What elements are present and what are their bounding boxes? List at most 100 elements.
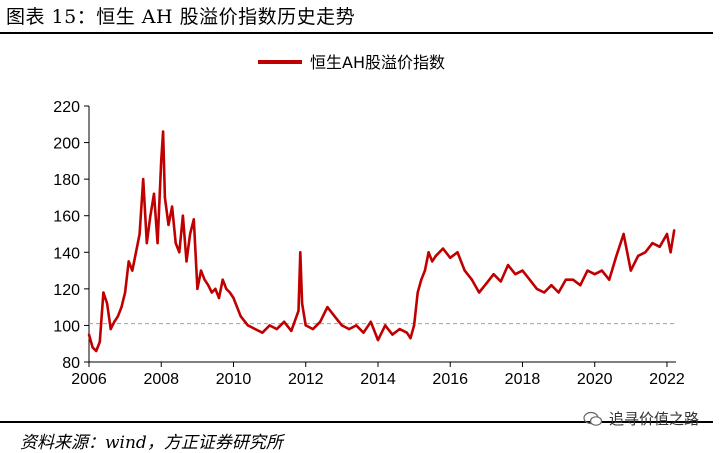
chart-title: 图表 15：恒生 AH 股溢价指数历史走势	[6, 6, 356, 28]
data-point	[347, 327, 351, 331]
data-point	[506, 263, 510, 267]
data-point	[398, 327, 401, 331]
y-tick-label: 200	[53, 136, 80, 153]
data-point	[196, 287, 199, 291]
series-line	[87, 130, 676, 353]
data-point	[102, 291, 105, 294]
data-point	[326, 305, 329, 309]
data-point	[207, 284, 210, 287]
data-point	[528, 278, 531, 281]
data-point	[333, 315, 336, 318]
data-point	[477, 291, 481, 294]
data-point	[669, 251, 672, 254]
data-point	[160, 159, 163, 163]
data-point	[384, 324, 387, 327]
data-point	[441, 247, 445, 250]
data-point	[362, 331, 365, 334]
data-point	[131, 269, 134, 272]
data-point	[170, 205, 174, 208]
top-rule	[0, 32, 713, 34]
data-point	[355, 324, 358, 327]
data-point	[167, 223, 170, 227]
data-point	[626, 251, 629, 254]
x-tick-label: 2022	[649, 371, 685, 388]
data-point	[412, 324, 416, 327]
data-point	[311, 327, 315, 331]
y-tick-label: 100	[53, 318, 80, 335]
data-point	[300, 302, 304, 305]
data-point	[120, 305, 123, 309]
data-point	[423, 269, 427, 272]
data-point	[449, 256, 452, 259]
data-point	[127, 260, 130, 263]
data-point	[550, 284, 553, 287]
data-point	[181, 214, 185, 217]
data-point	[521, 269, 524, 272]
data-point	[91, 346, 94, 349]
data-point	[427, 251, 430, 254]
data-point	[665, 232, 669, 236]
data-point	[391, 333, 394, 336]
data-point	[268, 324, 271, 327]
data-point	[593, 273, 596, 276]
data-point	[636, 254, 640, 258]
y-tick-label: 180	[53, 172, 80, 189]
data-point	[246, 324, 250, 327]
watermark-text: 追寻价值之路	[609, 410, 700, 428]
data-point	[644, 251, 647, 254]
data-point	[214, 287, 217, 291]
data-point	[113, 320, 116, 323]
data-point	[535, 287, 539, 291]
data-point	[290, 329, 293, 333]
data-point	[232, 296, 235, 300]
x-tick-label: 2018	[505, 371, 541, 388]
data-point	[192, 218, 195, 221]
data-point	[275, 327, 279, 331]
wechat-icon	[583, 411, 603, 426]
data-point	[221, 278, 224, 281]
data-point	[304, 324, 307, 327]
data-point	[203, 278, 206, 281]
data-point	[420, 278, 423, 281]
data-point	[485, 282, 488, 285]
data-point	[199, 269, 203, 272]
data-point	[456, 251, 459, 254]
data-point	[261, 331, 264, 334]
data-point	[340, 324, 344, 327]
data-point	[586, 269, 589, 272]
x-tick-label: 2012	[288, 371, 324, 388]
data-point	[116, 315, 120, 318]
data-point	[514, 273, 517, 276]
y-tick-label: 140	[53, 245, 80, 262]
data-point	[239, 315, 242, 318]
data-point	[174, 241, 177, 245]
data-point	[463, 269, 466, 272]
data-point	[409, 337, 412, 340]
source-note: 资料来源：wind，方正证券研究所	[20, 433, 283, 453]
legend: 恒生AH股溢价指数	[258, 53, 445, 72]
bottom-rule	[0, 421, 713, 423]
data-point	[622, 232, 625, 236]
data-point	[416, 291, 419, 294]
data-point	[369, 320, 372, 323]
data-point	[178, 251, 181, 254]
data-point	[672, 229, 676, 232]
x-tick-label: 2014	[360, 371, 396, 388]
data-point	[217, 296, 221, 300]
data-point	[134, 251, 138, 254]
data-point	[149, 214, 152, 217]
data-point	[152, 192, 156, 195]
data-point	[282, 320, 286, 323]
data-point	[430, 260, 434, 263]
data-point	[105, 302, 109, 305]
data-point	[470, 278, 474, 281]
data-point	[571, 278, 575, 281]
data-point	[161, 130, 165, 133]
data-point	[145, 241, 148, 245]
data-point	[98, 340, 102, 344]
y-tick-label: 120	[53, 282, 80, 299]
x-tick-label: 2008	[143, 371, 179, 388]
x-tick-label: 2006	[71, 371, 107, 388]
data-point	[600, 269, 604, 272]
